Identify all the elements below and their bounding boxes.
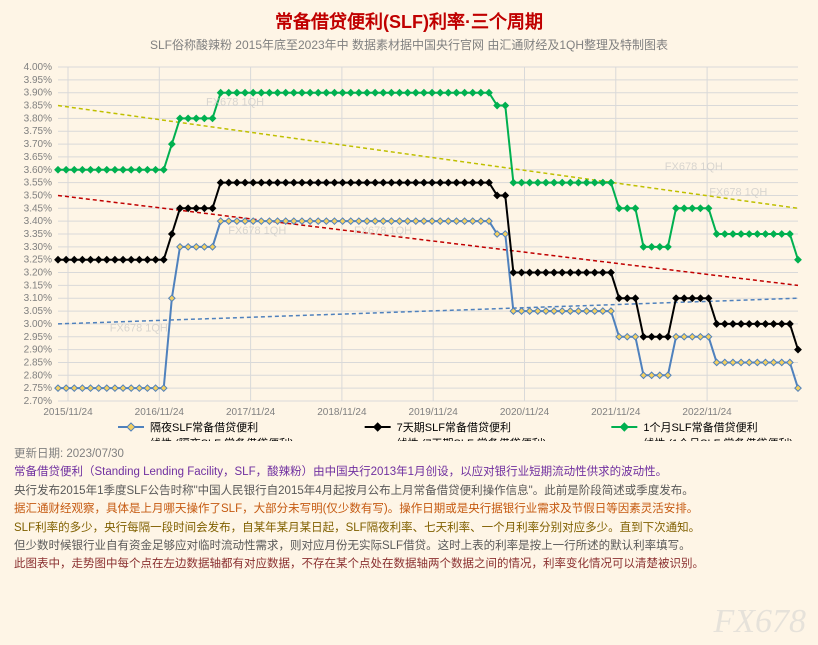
svg-text:3.80%: 3.80%	[24, 113, 52, 124]
svg-text:2018/11/24: 2018/11/24	[317, 407, 367, 418]
svg-text:3.30%: 3.30%	[24, 242, 52, 253]
svg-text:3.50%: 3.50%	[24, 190, 52, 201]
svg-text:1个月SLF常备借贷便利: 1个月SLF常备借贷便利	[643, 420, 757, 434]
svg-text:4.00%: 4.00%	[24, 62, 52, 73]
svg-text:线性 (7天期SLF 常备借贷便利): 线性 (7天期SLF 常备借贷便利)	[397, 436, 547, 441]
svg-text:2021/11/24: 2021/11/24	[591, 407, 641, 418]
watermark-large: FX678	[713, 603, 806, 641]
svg-text:3.90%: 3.90%	[24, 88, 52, 99]
svg-text:2.75%: 2.75%	[24, 383, 52, 394]
svg-text:3.75%: 3.75%	[24, 126, 52, 137]
svg-text:FX678 1QH: FX678 1QH	[709, 186, 767, 198]
svg-text:隔夜SLF常备借贷便利: 隔夜SLF常备借贷便利	[150, 420, 258, 434]
svg-text:2019/11/24: 2019/11/24	[409, 407, 459, 418]
svg-text:7天期SLF常备借贷便利: 7天期SLF常备借贷便利	[397, 420, 511, 434]
svg-text:3.60%: 3.60%	[24, 165, 52, 176]
svg-text:3.35%: 3.35%	[24, 229, 52, 240]
svg-text:2.80%: 2.80%	[24, 370, 52, 381]
svg-text:3.00%: 3.00%	[24, 319, 52, 330]
svg-text:2.70%: 2.70%	[24, 396, 52, 407]
svg-text:3.10%: 3.10%	[24, 293, 52, 304]
svg-text:3.70%: 3.70%	[24, 139, 52, 150]
svg-text:FX678 1QH: FX678 1QH	[354, 225, 412, 237]
footer-line: 但少数时候银行业自有资金足够应对临时流动性需求，则对应月份无实际SLF借贷。这时…	[14, 537, 804, 555]
footer-line: 此图表中，走势图中每个点在左边数据轴都有对应数据，不存在某个点处在数据轴两个数据…	[14, 555, 804, 573]
svg-text:3.05%: 3.05%	[24, 306, 52, 317]
footer-line: 央行发布2015年1季度SLF公告时称"中国人民银行自2015年4月起按月公布上…	[14, 482, 804, 500]
svg-text:2017/11/24: 2017/11/24	[226, 407, 276, 418]
svg-text:3.15%: 3.15%	[24, 280, 52, 291]
svg-text:3.20%: 3.20%	[24, 268, 52, 279]
svg-text:FX678 1QH: FX678 1QH	[665, 161, 723, 173]
svg-text:FX678 1QH: FX678 1QH	[206, 97, 264, 109]
svg-text:FX678 1QH: FX678 1QH	[110, 323, 168, 335]
svg-text:3.25%: 3.25%	[24, 255, 52, 266]
update-date: 更新日期: 2023/07/30	[14, 445, 804, 463]
svg-text:2.90%: 2.90%	[24, 345, 52, 356]
svg-text:3.55%: 3.55%	[24, 178, 52, 189]
svg-text:2022/11/24: 2022/11/24	[682, 407, 732, 418]
svg-text:2016/11/24: 2016/11/24	[135, 407, 185, 418]
svg-text:3.95%: 3.95%	[24, 75, 52, 86]
svg-text:线性 (1个月SLF 常备借贷便利): 线性 (1个月SLF 常备借贷便利)	[643, 436, 793, 441]
svg-text:2.85%: 2.85%	[24, 357, 52, 368]
line-chart: 2.70% 2.75% 2.80% 2.85%2.90% 2.95% 3.00% 3.05%…	[10, 61, 808, 441]
svg-text:2015/11/24: 2015/11/24	[43, 407, 93, 418]
svg-text:3.45%: 3.45%	[24, 203, 52, 214]
chart-title: 常备借贷便利(SLF)利率·三个周期	[0, 0, 818, 34]
chart-container: 2.70% 2.75% 2.80% 2.85%2.90% 2.95% 3.00% 3.05%…	[10, 61, 808, 441]
chart-subtitle: SLF俗称酸辣粉 2015年底至2023年中 数据素材据中国央行官网 由汇通财经…	[0, 36, 818, 53]
svg-text:3.65%: 3.65%	[24, 152, 52, 163]
svg-text:2.95%: 2.95%	[24, 332, 52, 343]
svg-text:2020/11/24: 2020/11/24	[500, 407, 550, 418]
footer-line: 据汇通财经观察，具体是上月哪天操作了SLF，大部分未写明(仅少数有写)。操作日期…	[14, 500, 804, 518]
svg-text:线性 (隔夜SLF 常备借贷便利): 线性 (隔夜SLF 常备借贷便利)	[150, 436, 294, 441]
svg-text:3.85%: 3.85%	[24, 101, 52, 112]
svg-text:3.40%: 3.40%	[24, 216, 52, 227]
footer-line: 常备借贷便利（Standing Lending Facility，SLF，酸辣粉…	[14, 463, 804, 481]
footer-line: SLF利率的多少，央行每隔一段时间会发布，自某年某月某日起，SLF隔夜利率、七天…	[14, 519, 804, 537]
footer-notes: 更新日期: 2023/07/30 常备借贷便利（Standing Lending…	[14, 445, 804, 574]
svg-text:FX678 1QH: FX678 1QH	[228, 225, 286, 237]
